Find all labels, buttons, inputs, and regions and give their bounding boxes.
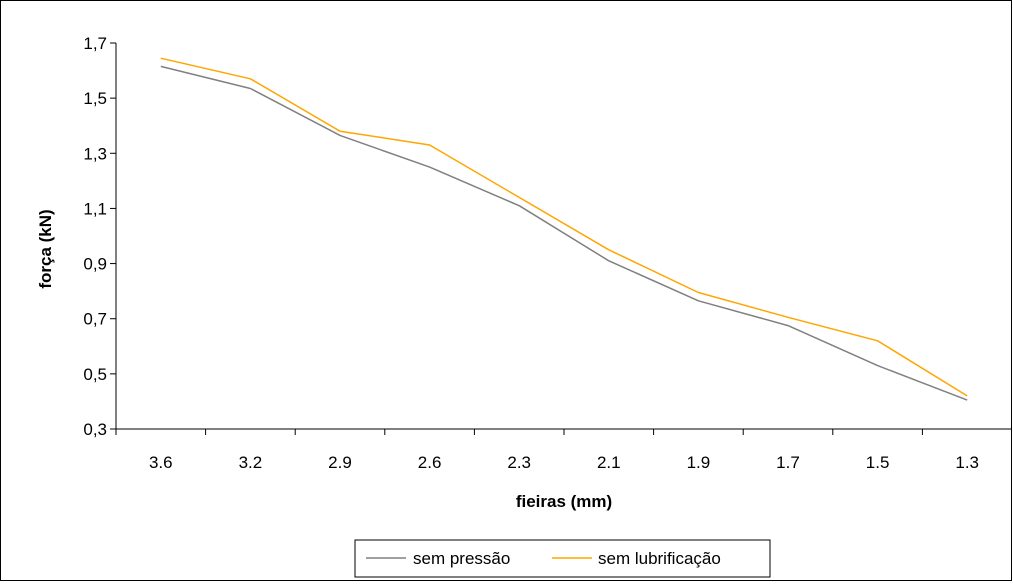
legend: sem pressão sem lubrificação [354, 539, 771, 578]
y-tick-label: 0,9 [83, 255, 107, 274]
x-tick-label: 2.9 [328, 453, 352, 472]
x-tick-label: 2.3 [507, 453, 531, 472]
y-tick-label: 0,7 [83, 310, 107, 329]
y-tick-label: 1,1 [83, 199, 107, 218]
y-tick-label: 1,3 [83, 144, 107, 163]
y-tick-label: 0,5 [83, 365, 107, 384]
series-lines [160, 57, 968, 401]
x-tick-label: 1.9 [687, 453, 711, 472]
x-tick-label: 1.7 [776, 453, 800, 472]
y-axis-title: força (kN) [36, 209, 55, 288]
y-tick-label: 1,5 [83, 89, 107, 108]
x-tick-label: 3.6 [149, 453, 173, 472]
x-tick-label: 1.5 [866, 453, 890, 472]
axes [110, 42, 1013, 435]
y-tick-label: 0,3 [83, 420, 107, 439]
x-tick-label: 2.1 [597, 453, 621, 472]
x-tick-label: 2.6 [418, 453, 442, 472]
y-tick-label: 1,7 [83, 34, 107, 53]
legend-label-sem-pressao: sem pressão [413, 549, 510, 568]
x-tick-label: 3.2 [239, 453, 263, 472]
legend-label-sem-lubrificacao: sem lubrificação [598, 549, 721, 568]
tick-labels: 0,3 0,5 0,7 0,9 1,1 1,3 1,5 1,7 3.6 3.2 2.9 2.6 2.3 2… [83, 34, 979, 472]
series-line-sem-lubrificacao [160, 57, 968, 397]
series-line-sem-pressao [160, 65, 968, 401]
x-tick-label: 1.3 [955, 453, 979, 472]
x-axis-title: fieiras (mm) [516, 492, 612, 511]
